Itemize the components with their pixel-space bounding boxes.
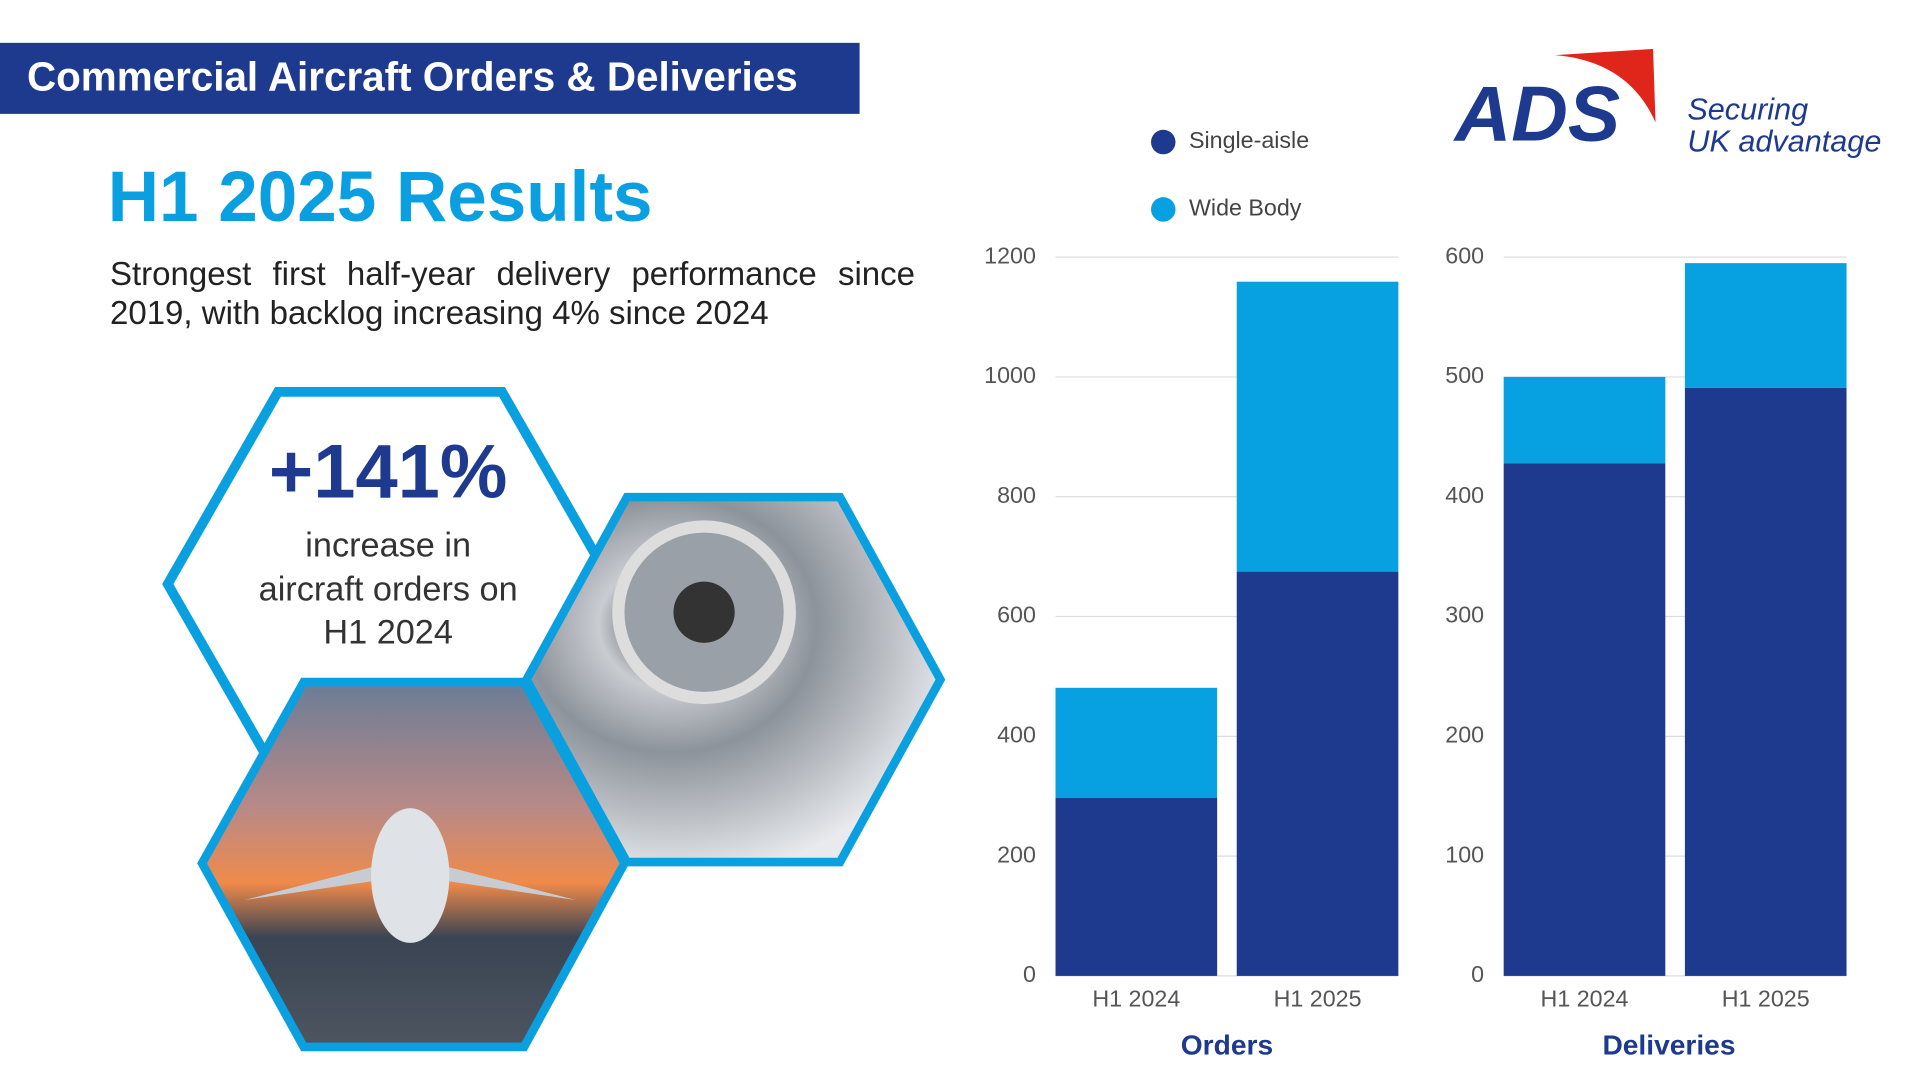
legend-label: Single-aisle [1189,127,1309,153]
logo-name: ADS [1453,70,1620,158]
subtitle: Strongest first half-year delivery perfo… [110,255,915,331]
y-tick-label: 200 [997,841,1036,867]
y-tick-label: 400 [1445,482,1484,508]
header-title: Commercial Aircraft Orders & Deliveries [27,53,798,99]
bar-segment [1503,376,1666,464]
chart-title: Orders [1181,1029,1273,1060]
y-tick-label: 1000 [984,362,1036,388]
y-tick-label: 500 [1445,362,1484,388]
x-tick-label: H1 2024 [1092,986,1180,1012]
legend-marker [1151,129,1176,155]
bar-segment [1684,387,1847,976]
y-tick-label: 400 [997,721,1036,747]
stat-value: +141% [269,430,507,515]
y-tick-label: 300 [1445,602,1484,628]
bar-segment [1503,463,1666,976]
y-tick-label: 0 [1023,961,1036,987]
chart-title: Deliveries [1602,1029,1735,1060]
bar-segment [1055,798,1218,976]
logo-swoosh [1555,48,1656,123]
y-tick-label: 200 [1445,721,1484,747]
bar-segment [1684,263,1847,388]
y-tick-label: 800 [997,482,1036,508]
bar-segment [1055,687,1218,799]
bar-segment [1236,281,1399,572]
heading: H1 2025 Results [108,158,653,237]
y-tick-label: 600 [997,602,1036,628]
y-tick-label: 100 [1445,841,1484,867]
stat-line: H1 2024 [323,613,453,651]
y-tick-label: 0 [1471,961,1484,987]
logo-tagline: UK advantage [1687,124,1881,158]
logo-tagline: Securing [1687,93,1808,127]
x-tick-label: H1 2025 [1722,986,1810,1012]
header-bar [0,42,860,114]
legend-marker [1151,197,1176,222]
engine-hub [673,581,735,643]
y-tick-label: 600 [1445,242,1484,268]
y-tick-label: 1200 [984,242,1036,268]
legend-label: Wide Body [1189,195,1302,221]
stat-line: aircraft orders on [259,570,518,608]
x-tick-label: H1 2024 [1541,986,1629,1012]
plane-body [371,808,450,943]
bar-segment [1236,571,1399,976]
stat-line: increase in [305,526,471,564]
x-tick-label: H1 2025 [1274,986,1362,1012]
